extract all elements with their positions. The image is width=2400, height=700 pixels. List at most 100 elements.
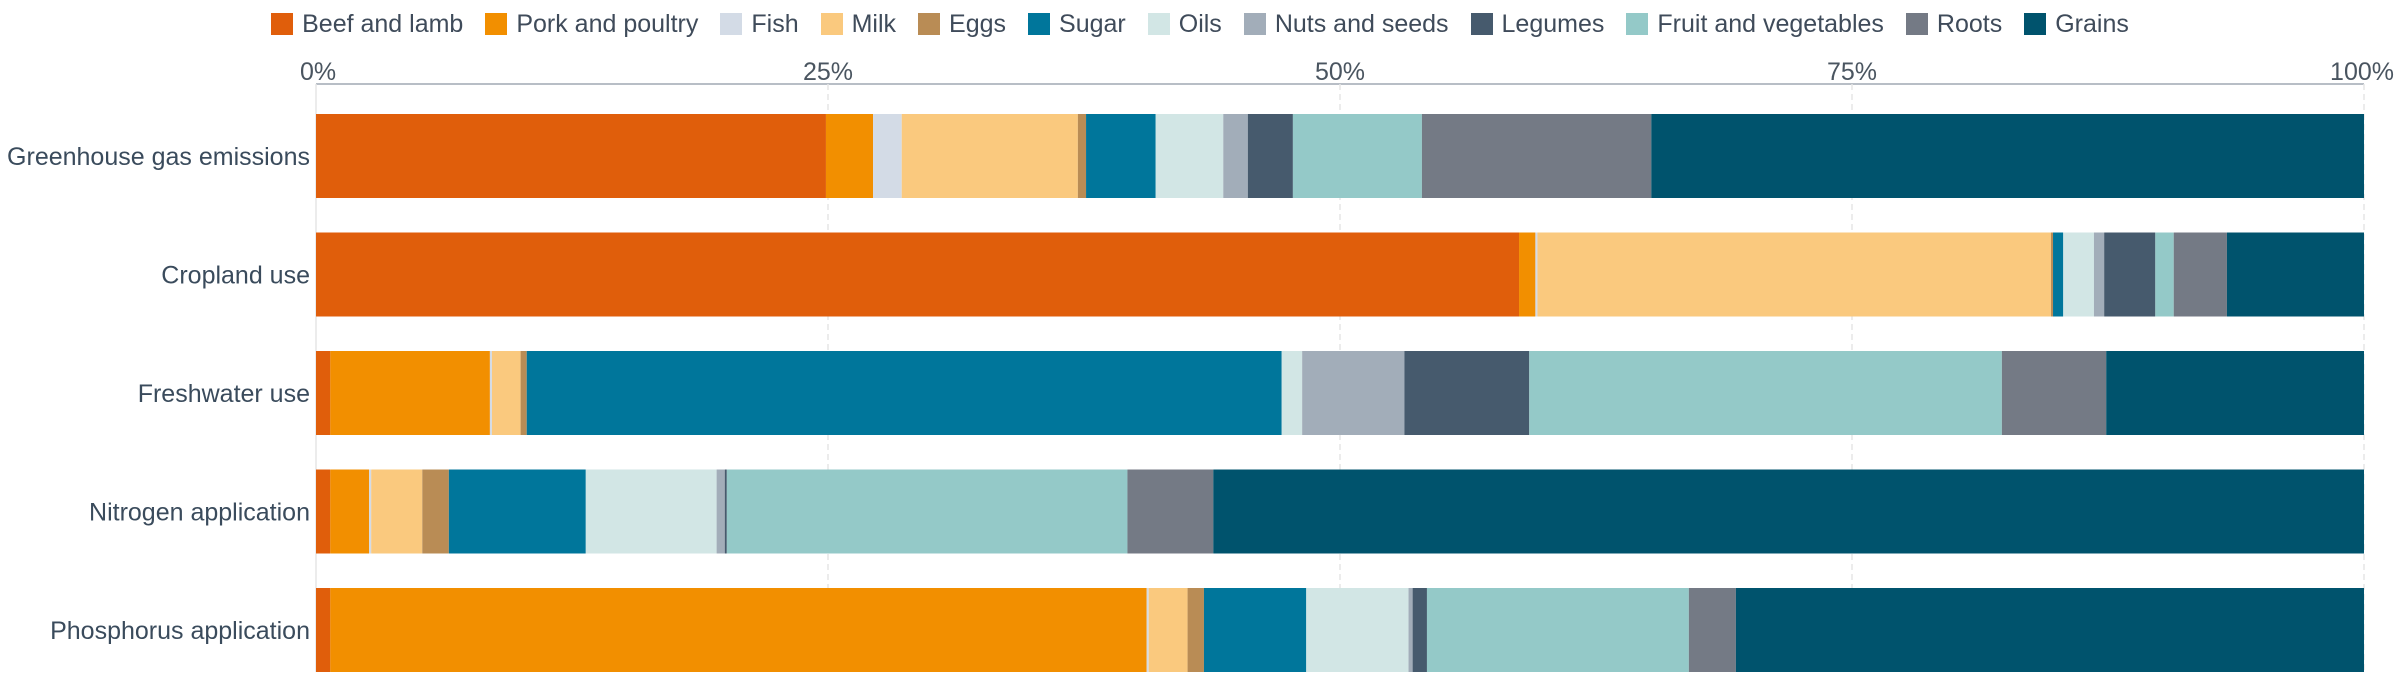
legend-swatch: [1905, 13, 1928, 35]
bar-segment-milk[interactable]: [491, 351, 521, 435]
bar-segment-milk[interactable]: [901, 114, 1078, 198]
legend-swatch: [271, 13, 294, 35]
bar-segment-pork-and-poultry[interactable]: [330, 469, 370, 554]
bar-row-cropland-use: [316, 232, 2364, 317]
bar-segment-fish[interactable]: [1535, 232, 1538, 317]
bar-segment-pork-and-poultry[interactable]: [1519, 232, 1536, 317]
bar-segment-fish[interactable]: [1146, 588, 1149, 672]
bar-segment-legumes[interactable]: [1412, 588, 1427, 672]
bar-segment-sugar[interactable]: [448, 469, 586, 554]
legend-swatch: [1028, 13, 1051, 35]
bar-segment-nuts-and-seeds[interactable]: [1223, 114, 1248, 198]
legend-item-milk[interactable]: Milk: [820, 9, 897, 39]
bar-segment-legumes[interactable]: [2104, 232, 2156, 317]
bar-segment-beef-and-lamb[interactable]: [316, 351, 331, 435]
legend-label: Pork and poultry: [516, 9, 699, 38]
legend-item-grains[interactable]: Grains: [2024, 10, 2129, 39]
bar-segment-roots[interactable]: [1127, 469, 1214, 554]
bar-segment-roots[interactable]: [1688, 588, 1736, 672]
bar-segment-eggs[interactable]: [422, 469, 449, 554]
bar-segment-grains[interactable]: [2106, 351, 2364, 435]
bar-segment-grains[interactable]: [2226, 232, 2364, 317]
bar-segment-sugar[interactable]: [1086, 114, 1156, 198]
bar-segment-sugar[interactable]: [1203, 588, 1307, 672]
bar-segment-oils[interactable]: [2063, 232, 2094, 317]
legend-item-legumes[interactable]: Legumes: [1470, 10, 1604, 39]
bar-segment-nuts-and-seeds[interactable]: [1302, 351, 1405, 435]
bar-segment-eggs[interactable]: [520, 351, 527, 435]
legend-label: Roots: [1936, 9, 2003, 38]
bar-segment-pork-and-poultry[interactable]: [330, 588, 1147, 672]
bar-segment-oils[interactable]: [1281, 351, 1303, 435]
legend-swatch: [918, 13, 941, 35]
category-label: Freshwater use: [138, 380, 310, 408]
legend-item-fish[interactable]: Fish: [720, 9, 799, 39]
bar-segment-beef-and-lamb[interactable]: [316, 469, 331, 554]
bar-segment-eggs[interactable]: [1077, 114, 1087, 198]
bar-segment-oils[interactable]: [1155, 114, 1224, 198]
legend-item-fruit-and-vegetables[interactable]: Fruit and vegetables: [1626, 10, 1884, 39]
bar-segment-nuts-and-seeds[interactable]: [2093, 232, 2105, 317]
legend-label: Sugar: [1059, 9, 1126, 38]
bar-segment-pork-and-poultry[interactable]: [825, 114, 874, 198]
bar-segment-milk[interactable]: [1148, 588, 1188, 672]
bar-segment-roots[interactable]: [2001, 351, 2107, 435]
legend-item-eggs[interactable]: Eggs: [918, 10, 1006, 39]
bar-segment-oils[interactable]: [1306, 588, 1409, 672]
x-axis-ticks: 0% 25% 50% 75% 100%: [300, 58, 2394, 86]
legend-label: Beef and lamb: [302, 9, 464, 38]
bar-row-nitrogen-application: [316, 469, 2364, 554]
bar-segment-fish[interactable]: [369, 469, 372, 554]
bar-segment-milk[interactable]: [1537, 232, 2051, 317]
category-label: Cropland use: [161, 262, 310, 290]
legend-item-roots[interactable]: Roots: [1905, 9, 2003, 39]
bar-segment-legumes[interactable]: [1247, 114, 1293, 198]
bar-segment-eggs[interactable]: [1187, 588, 1204, 672]
bar-segment-legumes[interactable]: [724, 469, 727, 554]
bars: [316, 114, 2364, 672]
legend-label: Fruit and vegetables: [1657, 9, 1884, 38]
legend-label: Fish: [751, 9, 799, 38]
bar-segment-nuts-and-seeds[interactable]: [716, 469, 725, 554]
bar-segment-fruit-and-vegetables[interactable]: [1529, 351, 2002, 435]
chart-legend: Beef and lamb Pork and poultry Fish Milk Egg…: [0, 6, 2400, 42]
category-label: Greenhouse gas emissions: [7, 143, 310, 171]
legend-label: Milk: [851, 9, 897, 38]
bar-segment-oils[interactable]: [585, 469, 717, 554]
legend-swatch: [1243, 13, 1266, 35]
bar-segment-fruit-and-vegetables[interactable]: [1426, 588, 1689, 672]
bar-segment-milk[interactable]: [371, 469, 423, 554]
x-tick-label: 25%: [803, 58, 853, 86]
legend-item-oils[interactable]: Oils: [1147, 9, 1222, 39]
category-labels: Greenhouse gas emissions Cropland use Fres…: [7, 143, 310, 645]
bar-segment-fish[interactable]: [873, 114, 902, 198]
x-tick-label: 75%: [1827, 58, 1877, 86]
bar-segment-eggs[interactable]: [2050, 232, 2054, 317]
bar-row-phosphorus-application: [316, 588, 2364, 672]
legend-item-sugar[interactable]: Sugar: [1028, 10, 1126, 39]
bar-segment-fruit-and-vegetables[interactable]: [2155, 232, 2174, 317]
bar-segment-sugar[interactable]: [2053, 232, 2064, 317]
bar-segment-grains[interactable]: [1735, 588, 2364, 672]
bar-segment-beef-and-lamb[interactable]: [316, 114, 826, 198]
legend-label: Nuts and seeds: [1274, 9, 1449, 38]
legend-item-nuts-and-seeds[interactable]: Nuts and seeds: [1243, 9, 1449, 39]
legend-label: Grains: [2055, 9, 2129, 38]
bar-segment-fruit-and-vegetables[interactable]: [1292, 114, 1422, 198]
legend-label: Oils: [1178, 9, 1222, 38]
bar-segment-fruit-and-vegetables[interactable]: [726, 469, 1128, 554]
bar-segment-beef-and-lamb[interactable]: [316, 232, 1520, 317]
legend-item-pork-and-poultry[interactable]: Pork and poultry: [485, 10, 698, 39]
bar-segment-grains[interactable]: [1213, 469, 2364, 554]
bar-segment-grains[interactable]: [1651, 114, 2364, 198]
bar-segment-roots[interactable]: [2173, 232, 2227, 317]
bar-segment-fish[interactable]: [489, 351, 492, 435]
bar-segment-legumes[interactable]: [1404, 351, 1530, 435]
bar-segment-sugar[interactable]: [526, 351, 1282, 435]
bar-segment-beef-and-lamb[interactable]: [316, 588, 331, 672]
bar-segment-pork-and-poultry[interactable]: [330, 351, 490, 435]
category-label: Nitrogen application: [89, 499, 310, 527]
legend-item-beef-and-lamb[interactable]: Beef and lamb: [271, 10, 463, 39]
bar-segment-roots[interactable]: [1421, 114, 1652, 198]
bar-segment-nuts-and-seeds[interactable]: [1408, 588, 1413, 672]
